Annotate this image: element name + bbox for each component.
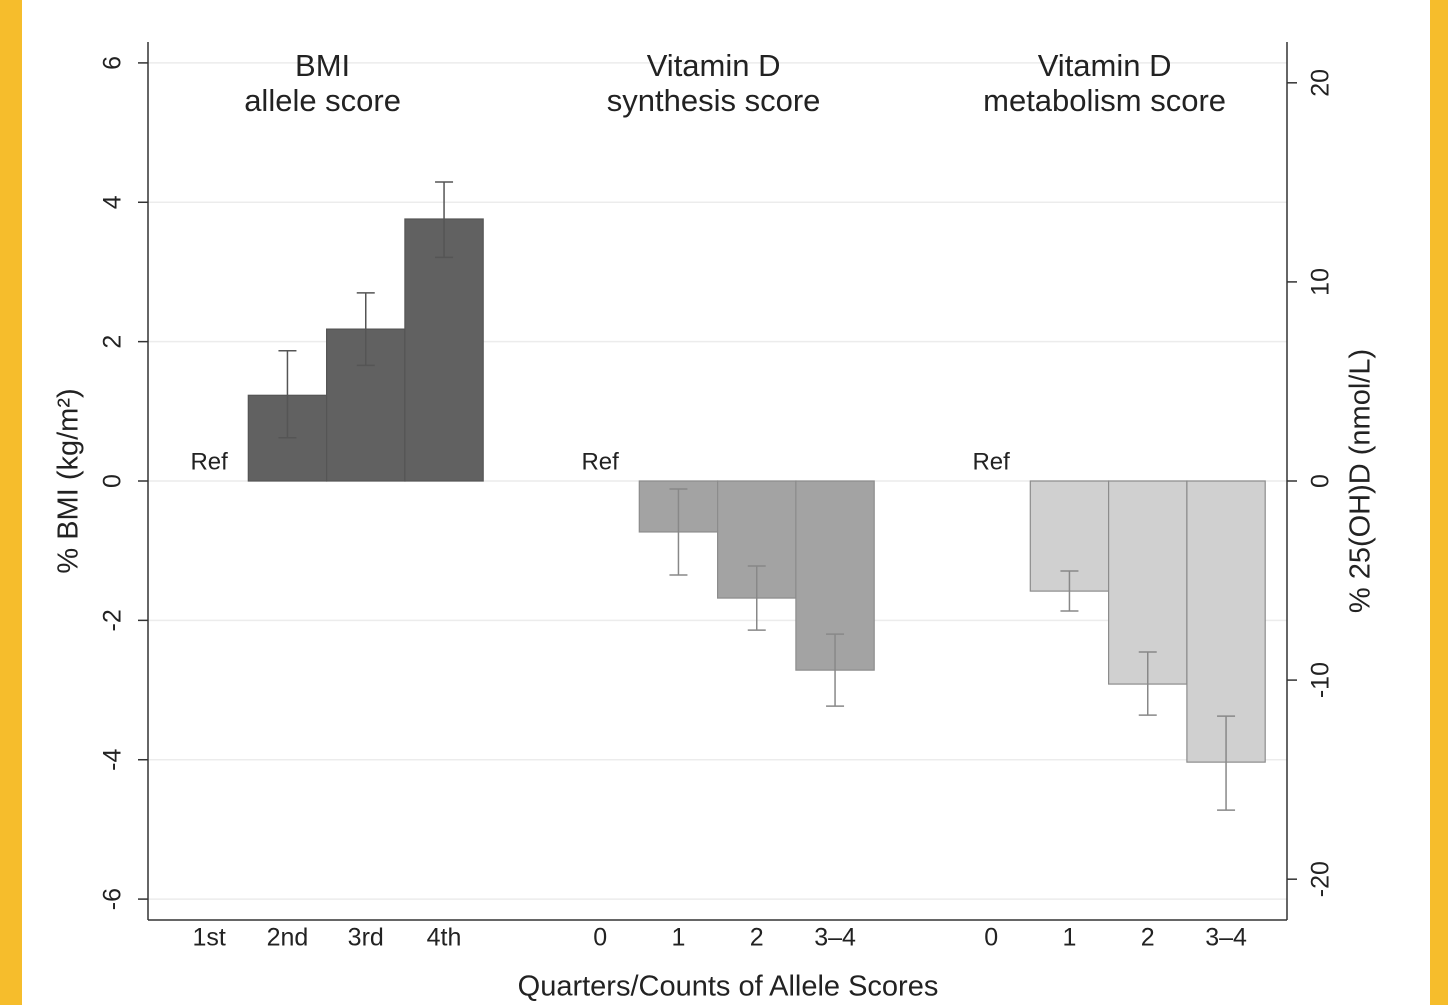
y-tick-label: 2 — [99, 335, 127, 349]
y-tick-label: 6 — [99, 56, 127, 70]
y-tick-label: 0 — [99, 474, 127, 488]
y-tick-label: -4 — [99, 749, 127, 771]
panel-title: synthesis score — [607, 83, 821, 118]
y-tick-label: -6 — [99, 888, 127, 910]
x-tick-label: 1st — [192, 924, 225, 952]
panel-title: allele score — [244, 83, 401, 118]
y2-tick-label: 10 — [1307, 268, 1335, 296]
x-tick-label: 3rd — [348, 924, 384, 952]
y-tick-label: 4 — [99, 195, 127, 209]
x-tick-label: 1 — [671, 924, 685, 952]
x-tick-label: 2nd — [267, 924, 309, 952]
x-tick-label: 2 — [1141, 924, 1155, 952]
x-tick-label: 2 — [750, 924, 764, 952]
x-tick-label: 3–4 — [1205, 924, 1247, 952]
x-tick-label: 0 — [984, 924, 998, 952]
panel-title: Vitamin D — [647, 48, 781, 83]
y2-tick-label: -20 — [1307, 861, 1335, 897]
x-tick-label: 1 — [1062, 924, 1076, 952]
x-tick-label: 0 — [593, 924, 607, 952]
y2-tick-label: 20 — [1307, 69, 1335, 97]
bar — [405, 219, 483, 481]
y2-axis-label: % 25(OH)D (nmol/L) — [1345, 349, 1377, 613]
y2-tick-label: -10 — [1307, 662, 1335, 698]
y-tick-label: -2 — [99, 609, 127, 631]
chart: Quarters/Counts of Allele Scores % BMI (… — [0, 0, 1448, 1005]
value-label: Ref — [972, 448, 1010, 475]
panel-title: Vitamin D — [1038, 48, 1172, 83]
x-tick-label: 3–4 — [814, 924, 856, 952]
y-axis-label: % BMI (kg/m²) — [53, 388, 85, 573]
y2-tick-label: 0 — [1307, 474, 1335, 488]
x-tick-label: 4th — [427, 924, 462, 952]
value-label: Ref — [581, 448, 619, 475]
x-axis-label: Quarters/Counts of Allele Scores — [518, 971, 939, 1003]
page: {"chart_data": { "type": "bar", "xlabel"… — [0, 0, 1448, 1005]
panel-title: metabolism score — [983, 83, 1226, 118]
panel-title: BMI — [295, 48, 350, 83]
value-label: Ref — [190, 448, 228, 475]
